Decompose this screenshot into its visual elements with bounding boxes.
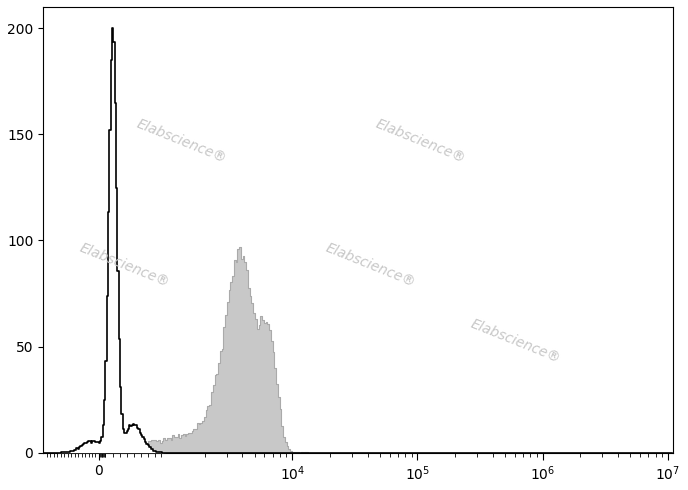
Text: Elabscience®: Elabscience® xyxy=(135,116,228,165)
Text: Elabscience®: Elabscience® xyxy=(78,241,172,290)
Text: Elabscience®: Elabscience® xyxy=(469,317,563,366)
Text: Elabscience®: Elabscience® xyxy=(323,241,418,290)
Text: Elabscience®: Elabscience® xyxy=(374,116,468,165)
